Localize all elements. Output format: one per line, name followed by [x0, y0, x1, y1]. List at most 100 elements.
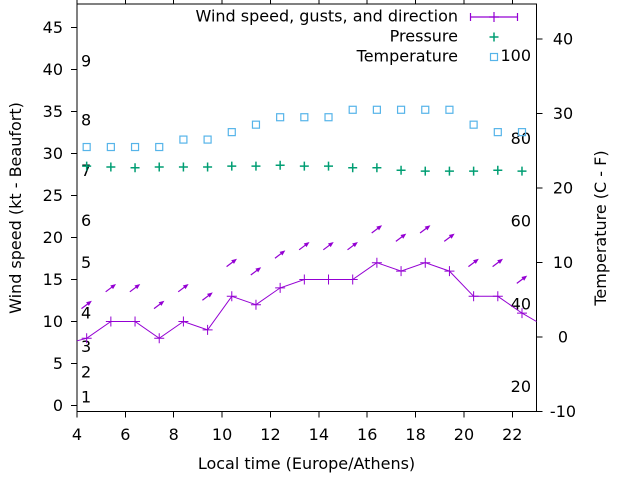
gust-direction-arrow-head	[207, 292, 213, 298]
pressure-point	[348, 163, 358, 173]
temperature-point	[348, 105, 357, 114]
fahrenheit-scale-label: 80	[511, 129, 531, 148]
pressure-point	[396, 165, 406, 175]
pressure-point	[82, 161, 92, 171]
gust-direction-arrow-head	[303, 241, 310, 248]
legend-pressure-marker	[489, 32, 499, 42]
pressure-point	[517, 166, 527, 176]
temperature-point	[276, 113, 285, 122]
pressure-point	[227, 161, 237, 171]
y-left-tick-label: 30	[43, 144, 63, 163]
legend-pressure-label: Pressure	[390, 27, 458, 46]
temperature-point	[130, 142, 140, 152]
beaufort-scale-label: 2	[81, 362, 91, 381]
gust-direction-arrow-head	[134, 283, 141, 290]
pressure-point	[299, 161, 309, 171]
x-axis-tick-label: 10	[212, 425, 232, 444]
gust-direction-arrow-head	[110, 283, 117, 290]
gust-direction-arrow-head	[448, 233, 455, 239]
x-axis-tick-label: 20	[454, 425, 474, 444]
legend: Wind speed, gusts, and directionPressure…	[195, 7, 519, 66]
y-left-tick-label: 40	[43, 60, 63, 79]
y-right-tick-label: 0	[558, 328, 568, 347]
y-left-axis-title: Wind speed (kt - Beaufort)	[6, 102, 25, 314]
y-right-tick-label: 30	[553, 104, 573, 123]
y-left-tick-label: 25	[43, 186, 63, 205]
gust-direction-arrow-head	[86, 300, 92, 306]
pressure-point	[154, 162, 164, 172]
temperature-point	[179, 135, 188, 144]
wind-speed-series	[76, 257, 537, 344]
y-left-tick-label: 45	[43, 18, 63, 37]
pressure-point	[203, 162, 213, 172]
pressure-point	[444, 166, 454, 176]
pressure-point	[275, 160, 285, 170]
pressure-point	[251, 161, 261, 171]
gust-direction-arrow-head	[376, 225, 383, 231]
pressure-point	[178, 162, 188, 172]
temperature-series	[82, 105, 527, 152]
x-axis-tick-label: 8	[169, 425, 179, 444]
x-axis-tick-label: 14	[309, 425, 329, 444]
x-axis-tick-label: 6	[120, 425, 130, 444]
temperature-point	[493, 128, 502, 137]
temperature-point	[106, 142, 115, 152]
plot-border	[76, 3, 537, 412]
wind-point-marker	[250, 299, 261, 310]
wind-speed-line	[76, 262, 537, 342]
wind-point-marker	[154, 333, 165, 344]
beaufort-scale-label: 3	[81, 337, 91, 356]
axes	[71, 0, 543, 418]
y-left-tick-label: 15	[43, 270, 63, 289]
beaufort-scale-label: 4	[81, 304, 91, 323]
fahrenheit-scale-label: 100	[500, 46, 531, 65]
gust-direction-arrow-head	[158, 300, 165, 306]
temperature-point	[82, 142, 91, 152]
gust-direction-arrow-head	[497, 258, 503, 264]
pressure-point	[130, 163, 140, 173]
temperature-point	[227, 128, 236, 137]
legend-wind-label: Wind speed, gusts, and direction	[195, 7, 458, 26]
wind-point-marker	[468, 291, 479, 302]
temperature-point	[396, 105, 406, 114]
x-axis-tick-label: 16	[357, 425, 377, 444]
y-left-tick-label: 0	[53, 396, 63, 415]
pressure-point	[324, 161, 334, 171]
gust-direction-arrow-head	[400, 233, 407, 239]
gust-direction-arrow-head	[279, 250, 286, 256]
temperature-point	[251, 120, 261, 129]
x-axis-tick-label: 4	[72, 425, 82, 444]
beaufort-scale-label: 9	[81, 52, 91, 71]
wind-point-marker	[492, 291, 503, 302]
gust-direction-arrow-head	[231, 258, 237, 264]
y-left-tick-label: 35	[43, 102, 63, 121]
pressure-series	[82, 160, 527, 176]
fahrenheit-scale-label: 20	[511, 377, 531, 396]
legend-temperature-label: Temperature	[356, 47, 458, 66]
axis-labels: 4 6 8 10 12 14 16 18 20 2205101520253035404540302…	[6, 18, 610, 473]
temperature-point	[421, 105, 430, 114]
wind-point-marker	[444, 266, 455, 277]
x-axis-title: Local time (Europe/Athens)	[198, 454, 415, 473]
wind-point-marker	[299, 274, 310, 285]
temperature-point	[324, 113, 333, 122]
fahrenheit-scale-label: 40	[511, 294, 531, 313]
y-left-tick-label: 5	[53, 354, 63, 373]
y-right-tick-label: 20	[553, 179, 573, 198]
wind-gusts-series	[81, 225, 528, 310]
pressure-point	[493, 165, 503, 175]
temperature-point	[203, 135, 212, 144]
y-right-axis-title: Temperature (C - F)	[591, 150, 610, 306]
beaufort-scale-label: 5	[81, 253, 91, 272]
gust-direction-arrow-head	[327, 241, 334, 248]
temperature-point	[372, 105, 381, 114]
x-axis-tick-label: 18	[405, 425, 425, 444]
wind-point-marker	[323, 274, 334, 285]
gust-direction-arrow-head	[255, 267, 262, 273]
pressure-point	[420, 166, 430, 176]
gust-direction-arrow-head	[182, 283, 189, 290]
beaufort-scale-label: 1	[81, 388, 91, 407]
pressure-point	[469, 166, 479, 176]
gust-direction-arrow-head	[473, 258, 479, 264]
